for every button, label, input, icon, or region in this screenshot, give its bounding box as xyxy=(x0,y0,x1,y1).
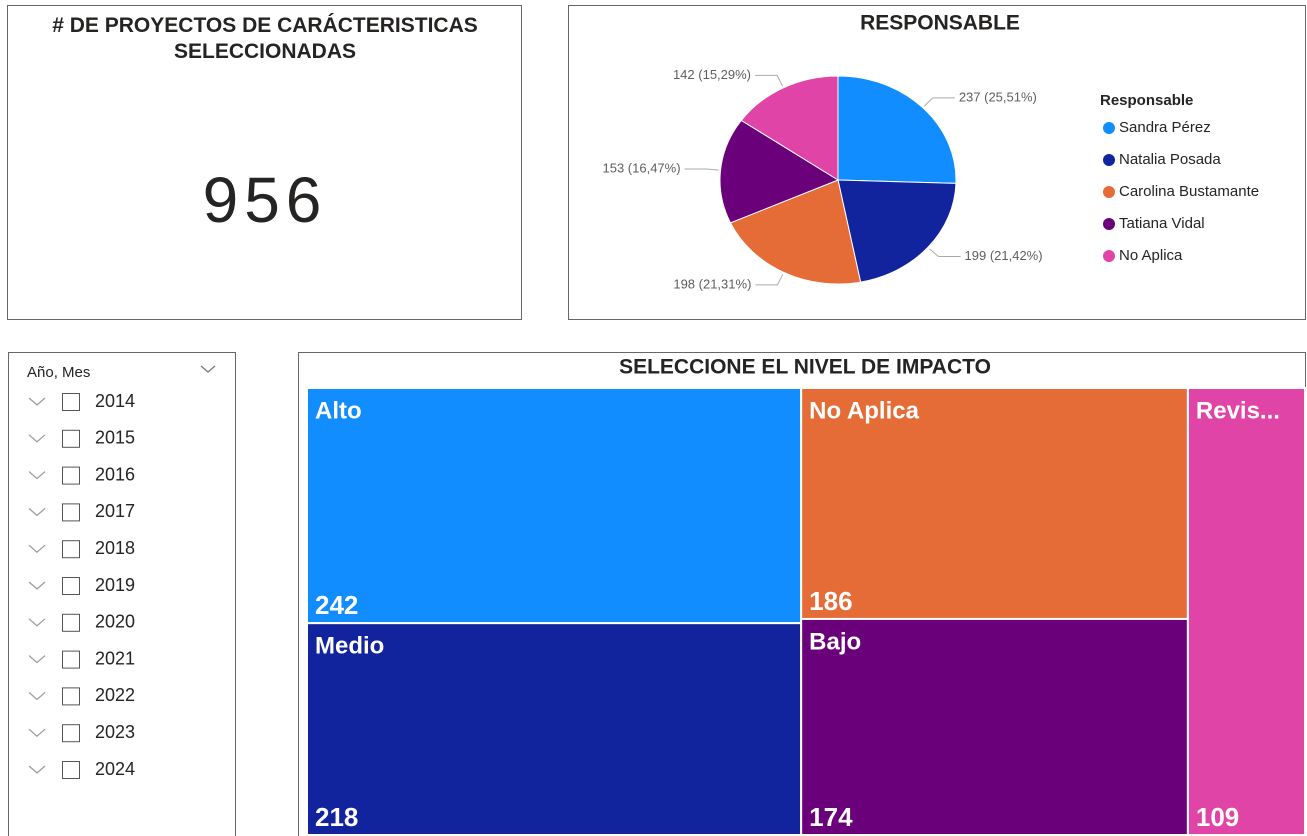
expand-chevron[interactable] xyxy=(28,655,46,664)
checkbox[interactable] xyxy=(62,429,80,448)
checkbox[interactable] xyxy=(62,761,80,779)
legend-marker xyxy=(1103,250,1115,262)
expand-chevron[interactable] xyxy=(28,471,46,480)
legend-marker xyxy=(1103,122,1115,134)
slicer-item: 2018 xyxy=(95,538,135,558)
tile-label: Revis... xyxy=(1196,397,1280,424)
slicer-item: 2022 xyxy=(95,685,135,705)
slicer-item: 2017 xyxy=(95,501,135,521)
pie-slice[interactable] xyxy=(837,179,957,283)
slicer-item: 2023 xyxy=(95,722,135,742)
treemap-tile[interactable] xyxy=(800,617,1189,836)
tile-label: Bajo xyxy=(809,628,861,655)
slicer-dropdown[interactable] xyxy=(200,365,216,373)
leader-line xyxy=(755,273,784,286)
expand-chevron[interactable] xyxy=(28,765,46,774)
checkbox[interactable] xyxy=(62,393,80,411)
card-value: 956 xyxy=(203,164,328,236)
treemap-tile[interactable] xyxy=(306,387,803,625)
tile-label: No Aplica xyxy=(809,397,919,424)
expand-chevron[interactable] xyxy=(28,544,46,553)
tile-value: 242 xyxy=(315,590,358,620)
data-label: 198 (21,31%) xyxy=(673,276,751,291)
pie-title: RESPONSABLE xyxy=(860,12,1020,35)
pie-slice[interactable] xyxy=(740,75,839,181)
checkbox[interactable] xyxy=(62,577,80,595)
leader-line xyxy=(684,168,719,171)
tile-value: 174 xyxy=(809,802,853,832)
slicer-item: 2021 xyxy=(95,648,135,668)
treemap-title: SELECCIONE EL NIVEL DE IMPACTO xyxy=(619,356,991,379)
legend-marker xyxy=(1103,186,1115,198)
legend-title: Responsable xyxy=(1100,92,1193,109)
legend-entry[interactable]: Tatiana Vidal xyxy=(1119,215,1205,232)
tile-label: Medio xyxy=(315,633,384,660)
legend-entry[interactable]: Natalia Posada xyxy=(1119,151,1221,168)
data-label: 142 (15,29%) xyxy=(673,67,751,82)
slicer-item: 2016 xyxy=(95,464,135,484)
slicer-item: 2019 xyxy=(95,575,135,595)
leader-line xyxy=(929,248,961,257)
slicer-frame xyxy=(8,352,236,836)
leader-line xyxy=(923,97,955,107)
slicer-item: 2014 xyxy=(95,391,135,411)
card-frame xyxy=(7,5,522,320)
treemap-tile[interactable] xyxy=(1186,387,1306,836)
data-label: 153 (16,47%) xyxy=(603,160,681,175)
pie-slice[interactable] xyxy=(719,119,840,224)
slicer-item: 2020 xyxy=(95,612,135,632)
legend-entry[interactable]: Sandra Pérez xyxy=(1119,119,1211,136)
pie-slice[interactable] xyxy=(729,179,862,285)
expand-chevron[interactable] xyxy=(28,581,46,590)
card-title-line: SELECCIONADAS xyxy=(174,40,356,63)
data-label: 199 (21,42%) xyxy=(965,248,1043,263)
data-label: 237 (25,51%) xyxy=(959,89,1037,104)
leader-line xyxy=(755,74,784,87)
expand-chevron[interactable] xyxy=(28,618,46,627)
treemap-tile[interactable] xyxy=(306,622,803,836)
slicer-title: Año, Mes xyxy=(27,364,90,381)
tile-label: Alto xyxy=(315,397,362,424)
expand-chevron[interactable] xyxy=(28,397,46,406)
legend-marker xyxy=(1103,218,1115,230)
legend-marker xyxy=(1103,154,1115,166)
slicer-item: 2024 xyxy=(95,759,135,779)
checkbox[interactable] xyxy=(62,613,80,632)
legend-entry[interactable]: Carolina Bustamante xyxy=(1119,183,1259,200)
card-title-line: # DE PROYECTOS DE CARÁCTERISTICAS xyxy=(52,14,478,37)
tile-value: 109 xyxy=(1196,802,1239,832)
tile-value: 186 xyxy=(809,586,852,616)
slicer-item: 2015 xyxy=(95,428,135,448)
legend-entry[interactable]: No Aplica xyxy=(1119,247,1183,264)
checkbox[interactable] xyxy=(62,466,80,485)
checkbox[interactable] xyxy=(62,687,80,706)
card-title: # DE PROYECTOS DE CARÁCTERISTICAS SELECCI… xyxy=(52,14,478,63)
expand-chevron[interactable] xyxy=(28,691,46,701)
expand-chevron[interactable] xyxy=(28,507,46,517)
checkbox[interactable] xyxy=(62,650,80,669)
checkbox[interactable] xyxy=(62,503,80,522)
checkbox[interactable] xyxy=(62,724,80,743)
treemap-tile[interactable] xyxy=(800,387,1189,620)
expand-chevron[interactable] xyxy=(28,728,46,737)
expand-chevron[interactable] xyxy=(28,434,46,443)
tile-value: 218 xyxy=(315,802,358,832)
checkbox[interactable] xyxy=(62,540,80,559)
pie-slice[interactable] xyxy=(837,75,957,184)
